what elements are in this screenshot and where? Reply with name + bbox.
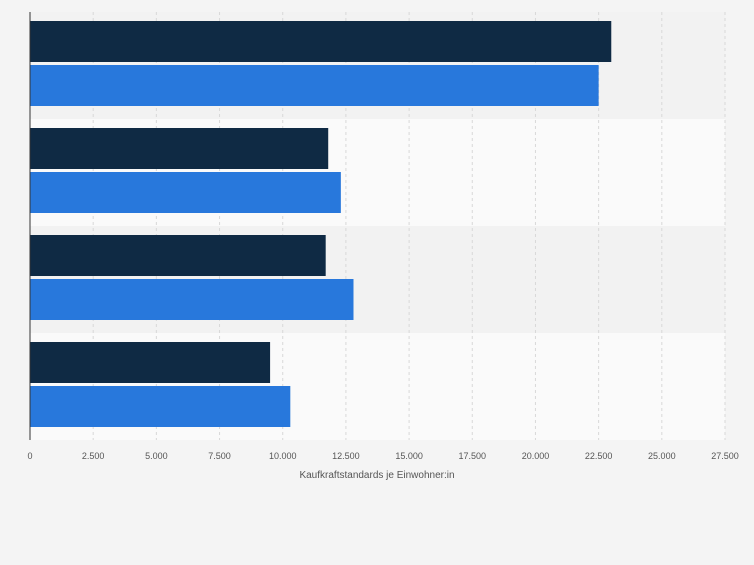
bar <box>30 21 612 62</box>
bar <box>30 342 271 383</box>
bar <box>30 279 354 320</box>
x-tick-label: 5.000 <box>145 451 168 461</box>
x-tick-label: 15.000 <box>395 451 423 461</box>
x-tick-label: 7.500 <box>208 451 231 461</box>
x-tick-label: 22.500 <box>585 451 613 461</box>
bar <box>30 386 291 427</box>
x-tick-label: 12.500 <box>332 451 360 461</box>
x-tick-label: 17.500 <box>459 451 487 461</box>
x-tick-label: 25.000 <box>648 451 676 461</box>
bar <box>30 65 599 106</box>
x-tick-label: 27.500 <box>711 451 739 461</box>
bar <box>30 128 329 169</box>
x-tick-label: 2.500 <box>82 451 105 461</box>
x-tick-label: 20.000 <box>522 451 550 461</box>
x-axis-title: Kaufkraftstandards je Einwohner:in <box>299 470 454 481</box>
x-tick-label: 10.000 <box>269 451 297 461</box>
bar <box>30 235 326 276</box>
x-tick-label: 0 <box>27 451 32 461</box>
bar <box>30 172 341 213</box>
